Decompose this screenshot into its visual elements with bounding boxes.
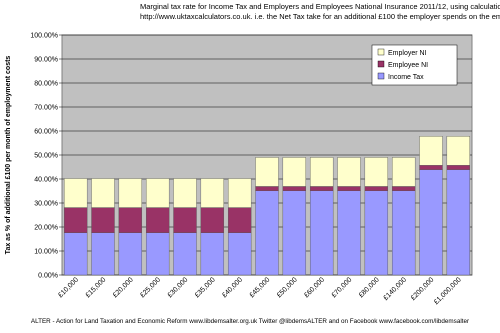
legend-swatch [377,48,385,56]
bar-segment [145,232,170,276]
bar-segment [364,190,389,276]
bar-segment [391,157,416,187]
bar-segment [227,178,252,208]
y-axis-label: Tax as % of additional £100 per month of… [5,56,12,255]
bar-segment [391,190,416,276]
y-tick-label: 50.00% [34,153,58,160]
x-tick-label: £200,000 [410,276,436,302]
bar-segment [173,178,197,208]
bar-segment [282,190,307,276]
bar-segment [118,207,143,233]
bar-segment [364,186,389,191]
bar-segment [337,157,361,187]
bar-segment [337,190,361,276]
bar-segment [173,232,197,276]
chart-title: Marginal tax rate for Income Tax and Emp… [140,2,500,11]
y-tick-label: 70.00% [34,105,58,112]
x-tick-label: £15,000 [85,276,108,299]
bar-segment [91,207,115,233]
x-tick-label: £10,000 [57,276,80,299]
x-tick-label: £50,000 [276,276,299,299]
y-tick-label: 30.00% [34,201,58,208]
footer: ALTER - Action for Land Taxation and Eco… [31,318,469,325]
bar-segment [337,186,361,191]
bar-segment [255,157,279,187]
bar-segment [145,207,170,233]
x-tick-label: £60,000 [303,276,326,299]
bar-segment [419,169,443,276]
bar-segment [63,207,88,233]
x-tick-label: £40,000 [221,276,244,299]
bar-segment [227,232,252,276]
bar-segment [255,186,279,191]
bar-segment [227,207,252,233]
bar-segment [118,232,143,276]
legend-label: Income Tax [388,74,424,81]
legend-label: Employer NI [388,50,427,57]
y-tick-label: 100.00% [30,33,58,40]
bar-segment [91,232,115,276]
x-tick-label: £35,000 [194,276,217,299]
bar-segment [309,190,334,276]
bar-segment [309,157,334,187]
legend-swatch [377,60,385,68]
y-tick-label: 0.00% [38,273,58,280]
y-tick-label: 80.00% [34,81,58,88]
bar-segment [173,207,197,233]
x-tick-label: £25,000 [139,276,162,299]
y-tick-label: 40.00% [34,177,58,184]
bar-segment [446,136,471,166]
y-tick-label: 10.00% [34,249,58,256]
x-tick-label: £30,000 [167,276,190,299]
bar-segment [145,178,170,208]
x-tick-label: £45,000 [249,276,272,299]
bar-segment [419,136,443,166]
bar-segment [63,178,88,208]
bar-segment [200,232,225,276]
bar-segment [391,186,416,191]
bar-segment [118,178,143,208]
bar-segment [282,157,307,187]
bar-segment [364,157,389,187]
legend-label: Employee NI [388,62,428,69]
bar-segment [63,232,88,276]
x-tick-label: £1,000,000 [433,276,463,306]
bar-segment [255,190,279,276]
legend-swatch [377,72,385,80]
x-tick-label: £140,000 [382,276,408,302]
chart-subtitle: http://www.uktaxcalculators.co.uk. i.e. … [140,12,500,21]
x-tick-label: £80,000 [358,276,381,299]
y-tick-label: 20.00% [34,225,58,232]
y-tick-label: 60.00% [34,129,58,136]
bar-segment [200,207,225,233]
bar-segment [282,186,307,191]
bar-segment [446,169,471,276]
bar-segment [200,178,225,208]
x-tick-label: £70,000 [331,276,354,299]
bar-segment [446,165,471,170]
bar-segment [91,178,115,208]
legend-box [371,44,458,86]
bar-segment [309,186,334,191]
bar-segment [419,165,443,170]
x-tick-label: £20,000 [112,276,135,299]
y-tick-label: 90.00% [34,57,58,64]
